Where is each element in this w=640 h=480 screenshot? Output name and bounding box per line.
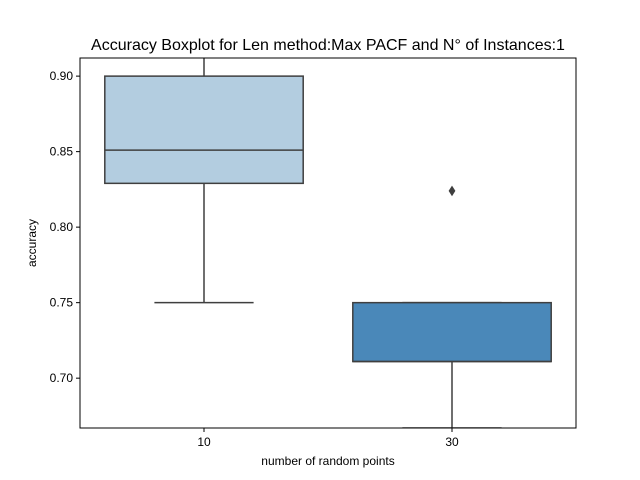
box-10 <box>104 75 304 185</box>
y-tick-label: 0.90 <box>50 69 74 83</box>
chart-title: Accuracy Boxplot for Len method:Max PACF… <box>91 37 565 54</box>
y-tick-label: 0.75 <box>50 296 74 310</box>
plot-area <box>104 58 552 428</box>
y-tick-label: 0.80 <box>50 220 74 234</box>
y-tick-label: 0.70 <box>50 371 74 385</box>
y-tick-label: 0.85 <box>50 145 74 159</box>
plot-frame <box>79 57 577 429</box>
outlier-point <box>448 185 456 197</box>
x-tick-label: 10 <box>197 435 211 449</box>
box-30 <box>352 301 552 363</box>
x-tick-label: 30 <box>445 435 459 449</box>
y-axis: 0.70 0.75 0.80 0.85 0.90 <box>50 69 80 385</box>
x-axis: 10 30 <box>197 428 459 449</box>
y-axis-label: accuracy <box>25 219 39 267</box>
x-axis-label: number of random points <box>261 454 394 468</box>
